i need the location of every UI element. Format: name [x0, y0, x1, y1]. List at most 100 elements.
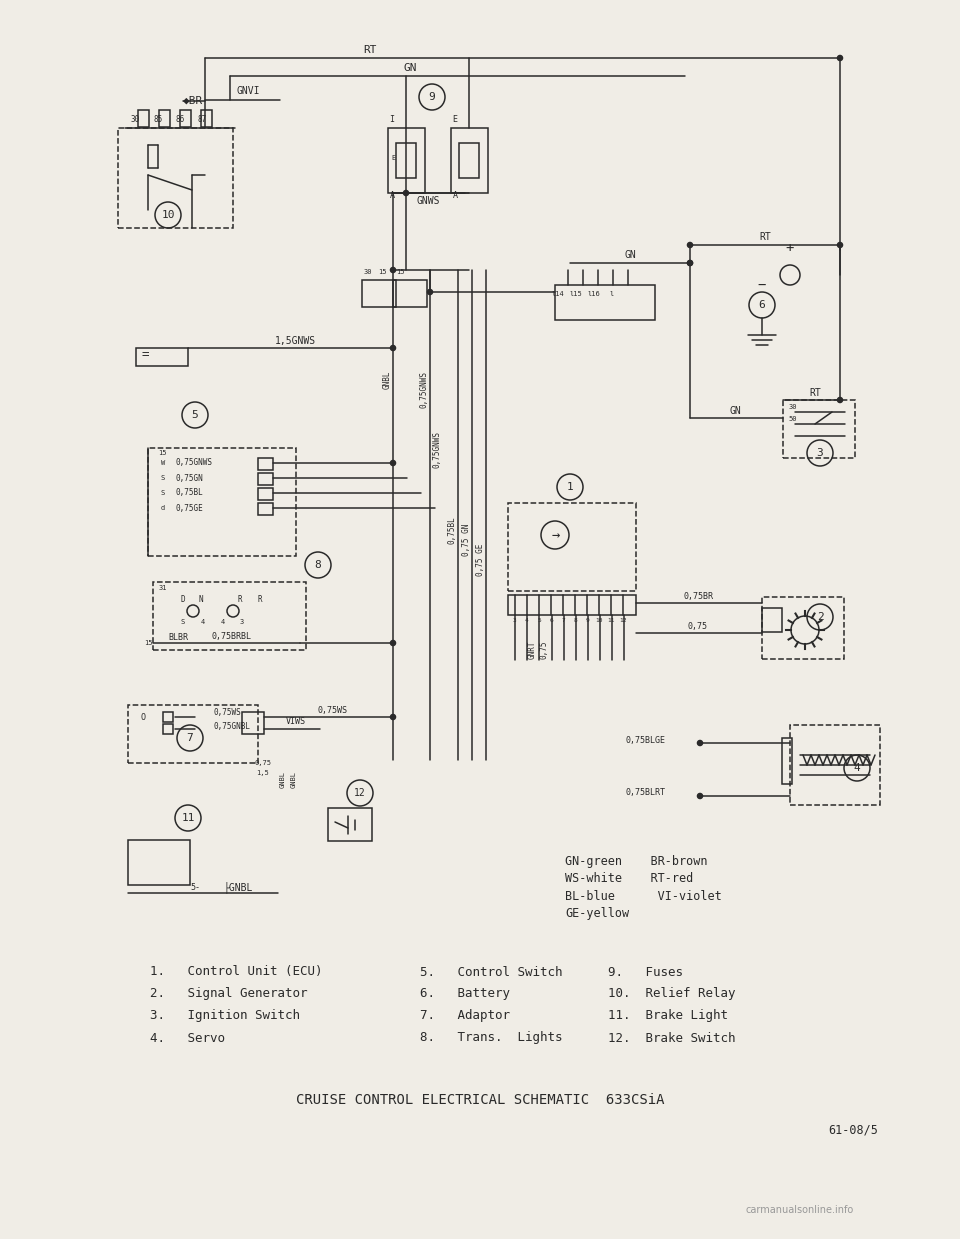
Text: E: E: [452, 115, 458, 124]
Text: 4.   Servo: 4. Servo: [150, 1032, 225, 1044]
Circle shape: [837, 56, 843, 61]
Text: 0,75BL: 0,75BL: [175, 488, 203, 498]
Text: l15: l15: [569, 291, 583, 297]
Bar: [138, 110, 149, 128]
Text: 0,75WS: 0,75WS: [213, 709, 241, 717]
Text: =: =: [141, 348, 149, 362]
Text: 3: 3: [514, 618, 516, 623]
Text: S: S: [180, 620, 185, 624]
Text: 0,75WS: 0,75WS: [317, 705, 347, 715]
Bar: [362, 280, 396, 307]
Text: GE-yellow: GE-yellow: [565, 907, 629, 919]
Bar: [258, 488, 273, 501]
Text: GNBL: GNBL: [382, 370, 392, 389]
Bar: [153, 582, 306, 650]
Text: RT: RT: [809, 388, 821, 398]
Text: GNBL: GNBL: [280, 772, 286, 788]
Bar: [459, 142, 479, 178]
Circle shape: [698, 793, 703, 798]
Text: 0,75BLGE: 0,75BLGE: [625, 736, 665, 745]
Bar: [508, 503, 636, 591]
Text: 9: 9: [428, 92, 436, 102]
Text: 86: 86: [176, 115, 184, 124]
Text: 2: 2: [817, 612, 824, 622]
Text: ├GNBL: ├GNBL: [224, 881, 252, 893]
Text: 0,75GE: 0,75GE: [175, 503, 203, 513]
Text: 4: 4: [853, 763, 860, 773]
Text: 9.   Fuses: 9. Fuses: [608, 965, 683, 979]
Text: RT: RT: [759, 232, 771, 242]
Text: S: S: [161, 475, 165, 481]
Text: 1,5GNWS: 1,5GNWS: [275, 336, 316, 346]
Text: 0,75: 0,75: [254, 760, 272, 766]
Text: GNBL: GNBL: [291, 772, 297, 788]
Text: l14: l14: [552, 291, 564, 297]
Text: −: −: [757, 278, 766, 292]
Text: 5: 5: [192, 410, 199, 420]
Text: 0,75BLRT: 0,75BLRT: [625, 788, 665, 798]
Text: 31: 31: [158, 585, 167, 591]
Text: 0,75GNWS: 0,75GNWS: [175, 458, 212, 467]
Text: GNWS: GNWS: [417, 196, 440, 206]
Text: BLBR: BLBR: [168, 632, 188, 642]
Text: 10: 10: [595, 618, 603, 623]
Text: CRUISE CONTROL ELECTRICAL SCHEMATIC  633CSiA: CRUISE CONTROL ELECTRICAL SCHEMATIC 633C…: [296, 1093, 664, 1106]
Text: 12: 12: [619, 618, 627, 623]
Text: 10.  Relief Relay: 10. Relief Relay: [608, 987, 735, 1001]
Text: 5.   Control Switch: 5. Control Switch: [420, 965, 563, 979]
Text: 4: 4: [221, 620, 226, 624]
Text: 5-: 5-: [190, 882, 200, 892]
Bar: [258, 458, 273, 470]
Text: 12.  Brake Switch: 12. Brake Switch: [608, 1032, 735, 1044]
Text: GN: GN: [730, 406, 741, 416]
Text: 8: 8: [573, 618, 577, 623]
Text: GNRT: GNRT: [527, 641, 537, 659]
Bar: [451, 128, 488, 193]
Bar: [128, 705, 258, 763]
Bar: [136, 348, 188, 366]
Circle shape: [403, 191, 409, 196]
Bar: [163, 712, 173, 722]
Bar: [508, 595, 636, 615]
Text: 10: 10: [161, 209, 175, 221]
Bar: [258, 473, 273, 484]
Text: 0,75 GE: 0,75 GE: [475, 544, 485, 576]
Text: O: O: [140, 714, 146, 722]
Text: 9: 9: [586, 618, 588, 623]
Circle shape: [427, 290, 433, 295]
Text: 87: 87: [198, 115, 206, 124]
Bar: [118, 128, 233, 228]
Text: WS-white    RT-red: WS-white RT-red: [565, 872, 693, 886]
Bar: [396, 142, 416, 178]
Text: A: A: [390, 192, 395, 201]
Text: GN: GN: [624, 250, 636, 260]
Bar: [148, 449, 296, 556]
Text: l: l: [610, 291, 614, 297]
Circle shape: [391, 461, 396, 466]
Text: 7: 7: [562, 618, 564, 623]
Text: 8.   Trans.  Lights: 8. Trans. Lights: [420, 1032, 563, 1044]
Bar: [258, 503, 273, 515]
Text: ◆BR: ◆BR: [183, 95, 204, 107]
Text: 6.   Battery: 6. Battery: [420, 987, 510, 1001]
Text: A: A: [452, 192, 458, 201]
Bar: [393, 280, 427, 307]
Text: l16: l16: [588, 291, 600, 297]
Text: 0,75BR: 0,75BR: [683, 591, 713, 601]
Text: 15: 15: [377, 269, 386, 275]
Bar: [555, 285, 655, 320]
Text: 85: 85: [154, 115, 162, 124]
Text: 11: 11: [181, 813, 195, 823]
Text: 1.   Control Unit (ECU): 1. Control Unit (ECU): [150, 965, 323, 979]
Text: GNVI: GNVI: [236, 85, 260, 95]
Text: →: →: [552, 528, 561, 541]
Text: 15: 15: [157, 450, 166, 456]
Text: 0,75GN: 0,75GN: [175, 473, 203, 482]
Text: 6: 6: [549, 618, 553, 623]
Text: 0,75BRBL: 0,75BRBL: [212, 632, 252, 642]
Text: 15: 15: [144, 641, 153, 646]
Text: W: W: [161, 460, 165, 466]
Text: 11: 11: [608, 618, 614, 623]
Bar: [201, 110, 212, 128]
Text: 4: 4: [525, 618, 529, 623]
